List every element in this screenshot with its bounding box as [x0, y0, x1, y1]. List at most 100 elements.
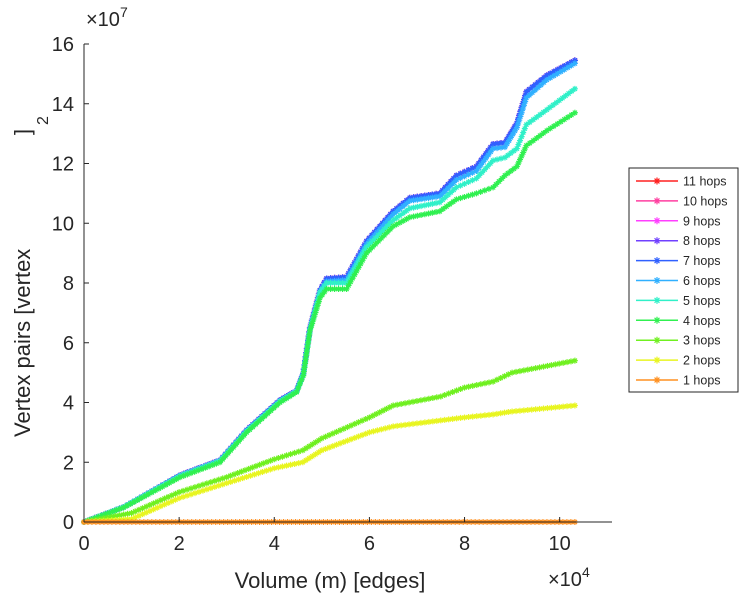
legend-label: 10 hops — [683, 194, 727, 208]
legend-item[interactable]: 10 hops — [636, 194, 727, 208]
series-marker — [520, 407, 527, 414]
series-marker — [120, 511, 127, 518]
legend-item[interactable]: 11 hops — [636, 175, 727, 189]
series-marker — [653, 336, 661, 344]
series-marker — [552, 404, 559, 411]
series-marker — [351, 434, 358, 441]
series-marker — [478, 157, 485, 164]
series-marker — [516, 117, 523, 124]
legend-item[interactable]: 6 hops — [636, 274, 721, 288]
series-marker — [490, 145, 497, 152]
series-marker — [177, 474, 184, 481]
series-marker — [180, 472, 187, 479]
y-axis-label: Vertex pairs [vertex — [10, 249, 35, 437]
series-marker — [400, 210, 407, 217]
series-marker — [653, 376, 661, 384]
series-marker — [245, 465, 252, 472]
series-marker — [249, 423, 256, 430]
series-marker — [316, 288, 323, 295]
series-marker — [497, 375, 504, 382]
series-marker — [535, 84, 542, 91]
series-marker — [343, 280, 350, 286]
series-marker — [517, 137, 524, 144]
x-tick-label: 2 — [174, 533, 185, 555]
series-marker — [403, 216, 410, 223]
series-layer — [81, 57, 578, 525]
series-marker — [305, 340, 312, 347]
series-marker — [394, 422, 401, 429]
series-marker — [390, 423, 397, 430]
series-marker — [564, 359, 571, 366]
series-marker — [386, 424, 393, 431]
series-marker — [315, 449, 322, 456]
series-marker — [457, 175, 464, 182]
series-marker — [222, 453, 229, 460]
series-marker — [453, 387, 460, 394]
series-marker — [457, 170, 464, 177]
series-marker — [540, 363, 547, 370]
series-marker — [287, 451, 294, 458]
series-marker — [546, 104, 553, 111]
legend-label: 2 hops — [683, 354, 721, 368]
series-marker — [249, 464, 256, 471]
series-marker — [418, 203, 425, 210]
series-marker — [564, 61, 571, 68]
series-marker — [321, 282, 328, 289]
series-marker — [540, 130, 547, 137]
series-marker — [331, 280, 338, 286]
series-marker — [537, 81, 544, 88]
series-marker — [494, 140, 501, 147]
series-marker — [540, 405, 547, 412]
legend-item[interactable]: 5 hops — [636, 294, 721, 308]
series-marker — [191, 484, 198, 491]
series-marker — [536, 405, 543, 412]
series-marker — [501, 144, 508, 151]
series-marker — [355, 419, 362, 426]
series-marker — [146, 501, 153, 508]
series-marker — [344, 437, 351, 444]
series-marker — [526, 119, 533, 126]
legend-item[interactable]: 8 hops — [636, 234, 721, 248]
series-marker — [571, 85, 578, 92]
series-marker — [414, 196, 421, 203]
legend-item[interactable]: 3 hops — [636, 334, 721, 348]
series-marker — [227, 478, 234, 485]
series-marker — [168, 498, 175, 505]
series-marker — [453, 196, 460, 203]
series-marker — [310, 316, 317, 323]
series-marker — [252, 463, 259, 470]
series-marker — [295, 448, 302, 455]
series-marker — [333, 428, 340, 435]
series-marker — [280, 397, 287, 404]
series-marker — [504, 152, 511, 159]
series-marker — [396, 212, 403, 219]
series-marker — [509, 408, 516, 415]
legend-item[interactable]: 4 hops — [636, 314, 721, 328]
series-marker — [517, 113, 524, 120]
series-marker — [184, 492, 191, 499]
series-marker — [375, 232, 382, 239]
series-marker — [481, 187, 488, 194]
series-marker — [378, 426, 385, 433]
series-marker — [498, 144, 505, 151]
series-marker — [202, 464, 209, 471]
series-marker — [234, 470, 241, 477]
legend-item[interactable]: 2 hops — [636, 354, 721, 368]
y-tick-label: 6 — [63, 333, 74, 355]
series-marker — [363, 250, 370, 257]
series-marker — [521, 146, 528, 153]
series-marker — [433, 200, 440, 207]
series-marker — [429, 395, 436, 402]
series-marker — [379, 223, 386, 230]
series-marker — [543, 76, 550, 83]
series-marker — [384, 223, 391, 230]
legend-item[interactable]: 9 hops — [636, 214, 721, 228]
legend-item[interactable]: 1 hops — [636, 374, 721, 388]
series-marker — [516, 407, 523, 414]
series-marker — [501, 373, 508, 380]
series-marker — [376, 226, 383, 233]
series-marker — [378, 235, 385, 242]
series-marker — [223, 480, 230, 487]
legend-item[interactable]: 7 hops — [636, 254, 721, 268]
series-marker — [403, 207, 410, 214]
